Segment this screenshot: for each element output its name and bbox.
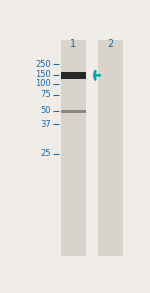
Text: 1: 1 [70,39,76,49]
Text: 50: 50 [41,106,51,115]
Text: 25: 25 [41,149,51,158]
Bar [61,72,86,79]
Text: 250: 250 [36,59,51,69]
Text: 100: 100 [36,79,51,88]
Bar [61,110,86,113]
Text: 2: 2 [107,39,114,49]
Bar [61,40,86,256]
Text: 150: 150 [36,70,51,79]
Bar [98,40,123,256]
Text: 75: 75 [41,91,51,99]
Text: 37: 37 [40,120,51,129]
